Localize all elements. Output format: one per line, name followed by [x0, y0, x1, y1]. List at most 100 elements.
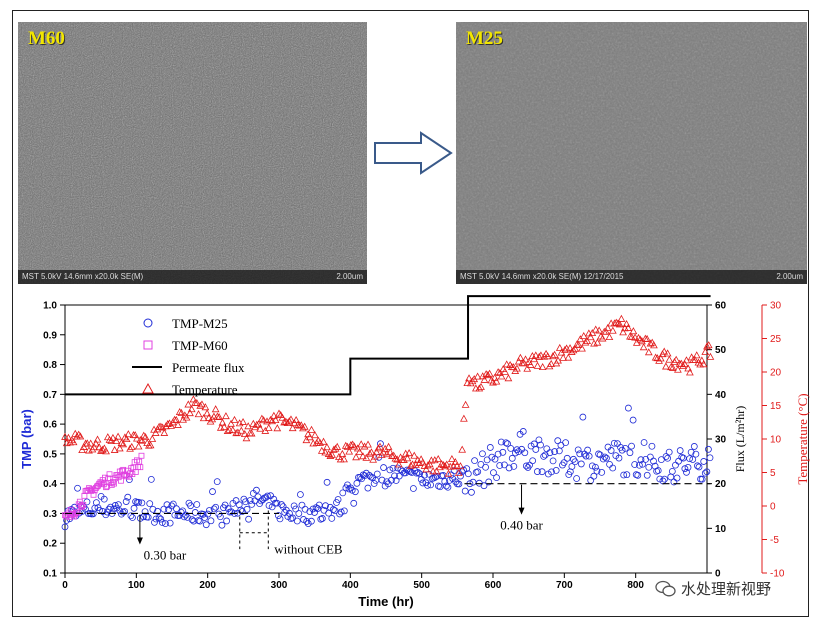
temperature-point [578, 344, 586, 352]
tmp-m25-point [350, 499, 358, 507]
sem-image-m25: M25 MST 5.0kV 14.6mm x20.0k SE(M) 12/17/… [456, 22, 807, 284]
temperature-point [663, 349, 672, 357]
y-left-tick-label: 0.1 [43, 569, 57, 580]
tmp-m25-point [510, 463, 518, 470]
temperature-point [595, 326, 604, 334]
tmp-m25-point [345, 485, 353, 493]
tmp-m25-point [307, 517, 315, 525]
temperature-point [533, 361, 542, 369]
temperature-point [275, 409, 283, 417]
y-temp-tick-label: 5 [770, 468, 776, 479]
tmp-m25-point [213, 478, 221, 486]
temperature-point [412, 460, 420, 468]
x-tick-label: 600 [485, 580, 502, 591]
tmp-m60-point [104, 483, 111, 490]
tmp-m25-point [700, 458, 708, 465]
temperature-point [228, 426, 237, 434]
tmp-m25-point [648, 442, 656, 450]
temperature-point [656, 354, 665, 362]
temperature-point [473, 372, 482, 380]
tmp-m25-point [340, 507, 348, 515]
tmp-m25-point [548, 468, 555, 476]
temperature-point [266, 415, 275, 423]
tmp-m25-point [154, 507, 161, 515]
sem-texture-m25 [456, 22, 807, 284]
temperature-point [117, 438, 126, 447]
tmp-m25-point [147, 475, 155, 483]
sem-info-bar-m60: MST 5.0kV 14.6mm x20.0k SE(M) 2.00um [18, 270, 367, 284]
y-temp-tick-label: -10 [770, 569, 785, 580]
tmp-m25-point [328, 514, 336, 522]
temperature-point [372, 448, 381, 456]
tmp-m25-point [571, 458, 579, 466]
tmp-m25-point [590, 472, 598, 480]
tmp-m25-point [529, 457, 537, 465]
temperature-point [109, 433, 117, 441]
temperature-point [686, 368, 694, 376]
annotation-label: without CEB [274, 542, 343, 557]
tmp-m25-point [92, 499, 100, 507]
tmp-m25-point [409, 485, 417, 492]
tmp-m25-point [626, 449, 634, 457]
temperature-point [674, 365, 682, 373]
temperature-point [643, 334, 651, 342]
temperature-point [451, 458, 460, 466]
tmp-m25-point [624, 404, 632, 412]
temperature-point [456, 462, 465, 470]
temperature-point [492, 377, 501, 385]
temperature-point [234, 428, 242, 436]
tmp-m25-point [486, 444, 494, 451]
tmp-m25-point [507, 444, 515, 452]
x-tick-label: 800 [627, 580, 644, 591]
temperature-point [343, 442, 352, 450]
temperature-point [338, 449, 347, 457]
tmp-m25-point [672, 461, 679, 469]
tmp-m25-point [193, 501, 201, 508]
temperature-point [394, 460, 403, 468]
plot-area [64, 304, 708, 574]
tmp-m25-point [290, 502, 298, 510]
temperature-point [662, 362, 670, 370]
tmp-m60-point [136, 458, 143, 465]
tmp-m25-point [212, 503, 220, 511]
temperature-point [561, 345, 569, 353]
tmp-m25-point [314, 505, 322, 512]
temperature-point [475, 384, 484, 392]
reference-arrowhead [136, 537, 143, 545]
temperature-point [127, 442, 136, 450]
tmp-m25-point [223, 517, 231, 525]
temperature-point [367, 448, 376, 456]
y-left-tick-label: 0.3 [43, 509, 57, 520]
tmp-m25-point [245, 515, 253, 523]
temperature-point [227, 419, 235, 427]
tmp-m25-point [482, 463, 489, 471]
temperature-point [112, 437, 121, 445]
tmp-m25-point [595, 450, 602, 458]
x-tick-label: 100 [128, 580, 145, 591]
temperature-point [105, 435, 114, 443]
tmp-m25-point [546, 449, 554, 457]
temperature-point [76, 432, 85, 440]
tmp-m25-point [275, 512, 282, 519]
tmp-m25-point [444, 483, 452, 491]
tmp-m25-point [318, 515, 326, 522]
temperature-point [184, 400, 193, 408]
temperature-point [204, 413, 213, 421]
temperature-point [660, 347, 669, 355]
tmp-m25-point [504, 440, 511, 448]
temperature-point [182, 413, 191, 421]
tmp-m25-point [706, 454, 714, 462]
sem-label-m60: M60 [28, 28, 65, 49]
temperature-point [271, 416, 280, 424]
temperature-point [591, 325, 600, 333]
tmp-m25-point [242, 498, 249, 506]
temperature-point [126, 444, 134, 452]
temperature-point [461, 400, 470, 408]
tmp-m25-point [289, 514, 296, 522]
temperature-point [379, 448, 388, 456]
temperature-point [307, 425, 316, 433]
temperature-point [422, 465, 431, 473]
tmp-m25-point [585, 452, 593, 460]
temperature-point [359, 452, 367, 460]
temperature-point [622, 319, 631, 327]
